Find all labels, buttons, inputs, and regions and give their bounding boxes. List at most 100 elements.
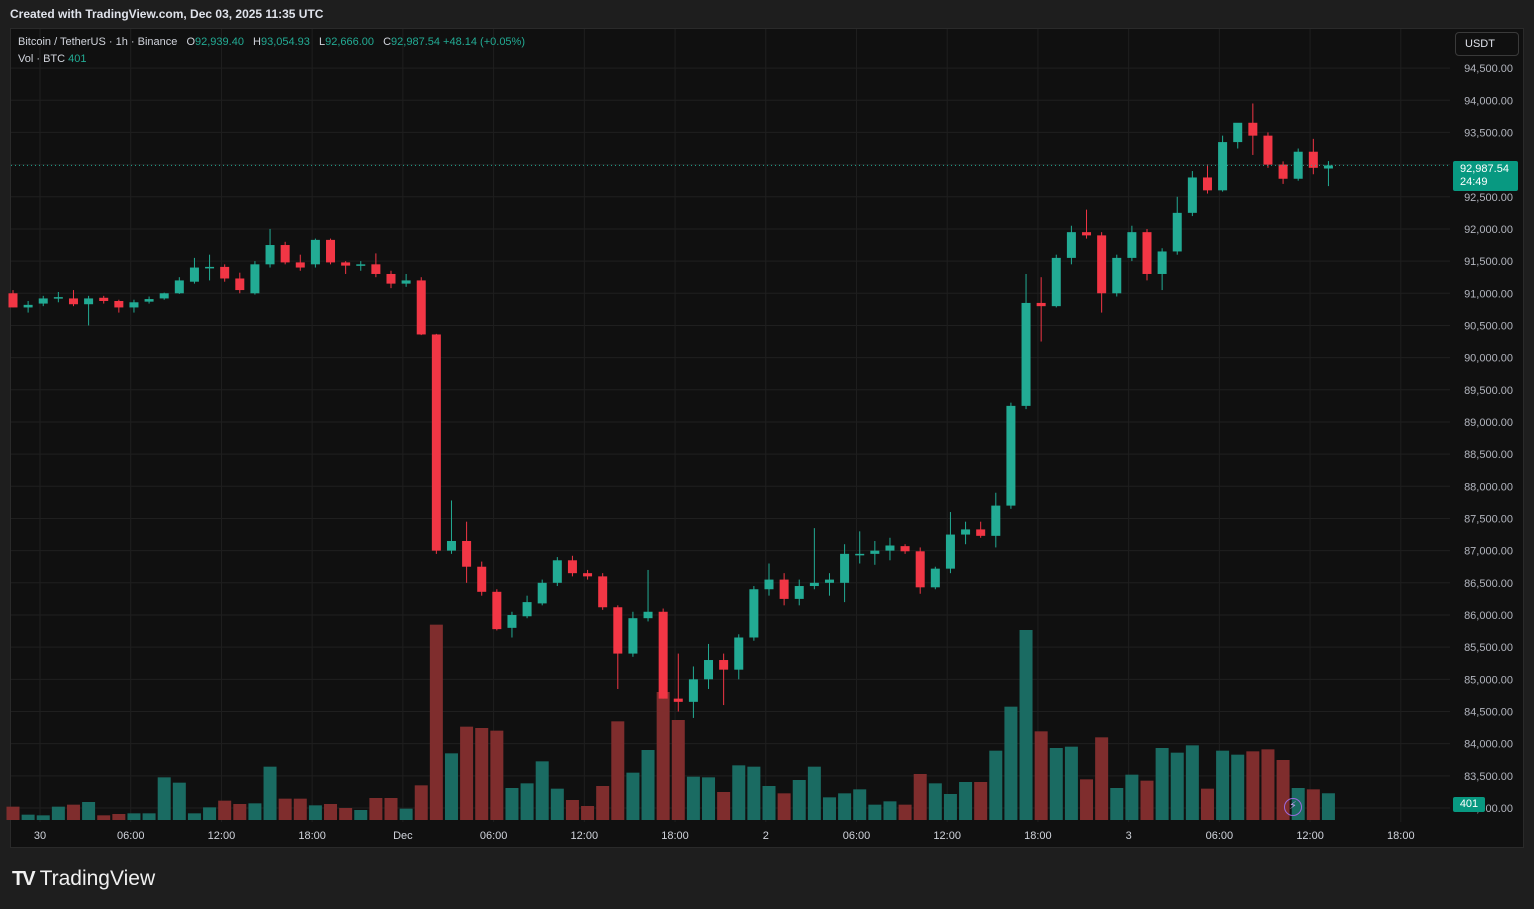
candle[interactable] bbox=[1127, 225, 1137, 262]
candle[interactable] bbox=[824, 573, 834, 596]
candle[interactable] bbox=[446, 500, 456, 554]
candle-body bbox=[446, 540, 456, 551]
candle[interactable] bbox=[1051, 254, 1061, 308]
volume-bar bbox=[550, 788, 564, 820]
candle[interactable] bbox=[673, 653, 683, 712]
candle[interactable] bbox=[295, 254, 305, 271]
candle[interactable] bbox=[961, 521, 971, 545]
candle[interactable] bbox=[38, 295, 48, 307]
candle[interactable] bbox=[1202, 164, 1212, 194]
legend-symbol[interactable]: Bitcoin / TetherUS · 1h · Binance bbox=[18, 36, 178, 48]
candle[interactable] bbox=[915, 547, 925, 594]
candle[interactable] bbox=[1006, 402, 1016, 509]
candle[interactable] bbox=[658, 608, 668, 699]
candle[interactable] bbox=[8, 290, 18, 308]
candle[interactable] bbox=[1142, 228, 1152, 281]
candle[interactable] bbox=[205, 254, 215, 281]
candle[interactable] bbox=[628, 611, 638, 657]
candle[interactable] bbox=[477, 561, 487, 596]
candle[interactable] bbox=[1097, 232, 1107, 313]
candle[interactable] bbox=[885, 537, 895, 561]
candle[interactable] bbox=[1278, 161, 1288, 184]
candle[interactable] bbox=[507, 611, 517, 638]
candle[interactable] bbox=[764, 563, 774, 596]
candle[interactable] bbox=[401, 273, 411, 287]
candle[interactable] bbox=[189, 257, 199, 284]
candle[interactable] bbox=[129, 299, 139, 313]
candle[interactable] bbox=[144, 296, 154, 304]
candle[interactable] bbox=[280, 241, 290, 265]
candle[interactable] bbox=[719, 653, 729, 706]
candle[interactable] bbox=[522, 595, 532, 619]
candle[interactable] bbox=[779, 573, 789, 606]
candle[interactable] bbox=[235, 272, 245, 294]
candle[interactable] bbox=[371, 253, 381, 278]
candle[interactable] bbox=[174, 277, 184, 294]
candle[interactable] bbox=[1112, 254, 1122, 297]
candle[interactable] bbox=[114, 299, 124, 313]
candle-body bbox=[492, 591, 502, 630]
candle[interactable] bbox=[416, 277, 426, 336]
candle[interactable] bbox=[1187, 171, 1197, 217]
candle[interactable] bbox=[356, 261, 366, 271]
candle[interactable] bbox=[945, 512, 955, 574]
candle[interactable] bbox=[431, 333, 441, 554]
candle[interactable] bbox=[84, 295, 94, 326]
candle[interactable] bbox=[855, 531, 865, 564]
price-tick-label: 87,000.00 bbox=[1464, 546, 1513, 558]
candle[interactable] bbox=[991, 492, 1001, 548]
candle[interactable] bbox=[734, 634, 744, 680]
candle[interactable] bbox=[643, 569, 653, 622]
candle[interactable] bbox=[1218, 135, 1228, 192]
candle[interactable] bbox=[492, 589, 502, 631]
candle[interactable] bbox=[613, 605, 623, 689]
candle[interactable] bbox=[688, 666, 698, 718]
candle[interactable] bbox=[1036, 277, 1046, 342]
candle[interactable] bbox=[567, 555, 577, 577]
candle[interactable] bbox=[1172, 196, 1182, 255]
candle[interactable] bbox=[1308, 138, 1318, 175]
candle[interactable] bbox=[1021, 273, 1031, 410]
candle[interactable] bbox=[310, 238, 320, 268]
candle[interactable] bbox=[1293, 148, 1303, 181]
candle[interactable] bbox=[1263, 132, 1273, 168]
candle[interactable] bbox=[749, 586, 759, 641]
candle[interactable] bbox=[1323, 161, 1333, 187]
candle[interactable] bbox=[53, 291, 63, 303]
candle[interactable] bbox=[23, 301, 33, 313]
candle[interactable] bbox=[1233, 122, 1243, 149]
candle[interactable] bbox=[870, 540, 880, 565]
candle[interactable] bbox=[250, 261, 260, 295]
candle[interactable] bbox=[1082, 209, 1092, 239]
tradingview-brand[interactable]: TV TradingView bbox=[12, 866, 155, 892]
candle[interactable] bbox=[840, 544, 850, 603]
candle[interactable] bbox=[341, 261, 351, 274]
candle[interactable] bbox=[386, 270, 396, 289]
candle[interactable] bbox=[326, 238, 336, 265]
current-price-value: 92,987.54 bbox=[1460, 163, 1509, 175]
candle[interactable] bbox=[159, 292, 169, 300]
candle[interactable] bbox=[1157, 248, 1167, 291]
candle[interactable] bbox=[462, 521, 472, 583]
candle[interactable] bbox=[900, 544, 910, 554]
candle[interactable] bbox=[1248, 103, 1258, 155]
candle[interactable] bbox=[220, 264, 230, 282]
candle[interactable] bbox=[598, 573, 608, 610]
candle[interactable] bbox=[976, 521, 986, 538]
candle[interactable] bbox=[552, 557, 562, 587]
candle[interactable] bbox=[1066, 225, 1076, 265]
candle[interactable] bbox=[537, 579, 547, 606]
candle-body bbox=[1308, 151, 1318, 168]
candle[interactable] bbox=[583, 569, 593, 580]
candle[interactable] bbox=[930, 566, 940, 590]
legend-vol-label[interactable]: Vol · BTC bbox=[18, 53, 66, 65]
currency-unit-button[interactable]: USDT bbox=[1455, 32, 1519, 56]
candle[interactable] bbox=[68, 290, 78, 307]
lightning-icon[interactable]: ⚡ bbox=[1284, 798, 1302, 816]
candle[interactable] bbox=[99, 295, 109, 304]
candle[interactable] bbox=[704, 643, 714, 689]
candle[interactable] bbox=[265, 228, 275, 268]
candle[interactable] bbox=[794, 579, 804, 606]
candle[interactable] bbox=[809, 528, 819, 590]
